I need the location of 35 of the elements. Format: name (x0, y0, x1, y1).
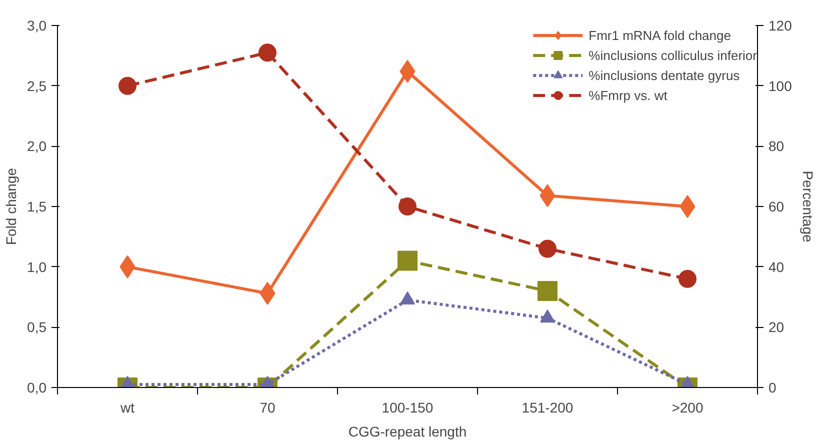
point (118, 76, 136, 95)
point (400, 291, 415, 305)
x-tick-label: wt (120, 400, 135, 416)
y2-tick-label: 40 (768, 258, 784, 275)
point (258, 44, 276, 62)
y-tick-label: 0,5 (27, 319, 47, 336)
y2-axis-title: Percentage (800, 170, 816, 243)
y-tick-label: 1,5 (27, 198, 47, 214)
x-tick-label: 100-150 (382, 400, 434, 416)
x-tick-label: 151-200 (522, 400, 574, 416)
legend-label: %inclusions dentate gyrus (588, 68, 740, 82)
point (398, 250, 418, 271)
y-tick-label: 1,0 (27, 258, 47, 275)
y-tick-label: 2,0 (27, 138, 47, 154)
point (540, 310, 555, 323)
y-tick-label: 2,5 (27, 78, 47, 94)
y2-tick-label: 0 (768, 380, 776, 396)
legend-label: %inclusions colliculus inferior (588, 48, 757, 62)
point (538, 240, 556, 258)
y-axis-title: Fold change (3, 168, 20, 246)
x-tick-label: 70 (260, 400, 276, 416)
y-tick-label: 3,0 (27, 18, 47, 34)
x-axis-title: CGG-repeat length (348, 424, 467, 440)
y2-tick-label: 80 (768, 138, 784, 154)
legend-label: %Fmrp vs. wt (588, 88, 668, 102)
y2-tick-label: 100 (768, 78, 792, 94)
y2-tick-label: 60 (768, 198, 784, 214)
x-tick-label: >200 (672, 400, 704, 416)
y2-tick-label: 20 (768, 319, 784, 336)
point (398, 198, 416, 216)
legend-label: Fmr1 mRNA fold change (588, 28, 731, 42)
point (538, 280, 558, 301)
y-tick-label: 0,0 (27, 380, 47, 396)
y2-tick-label: 120 (768, 18, 792, 34)
point (678, 270, 696, 288)
